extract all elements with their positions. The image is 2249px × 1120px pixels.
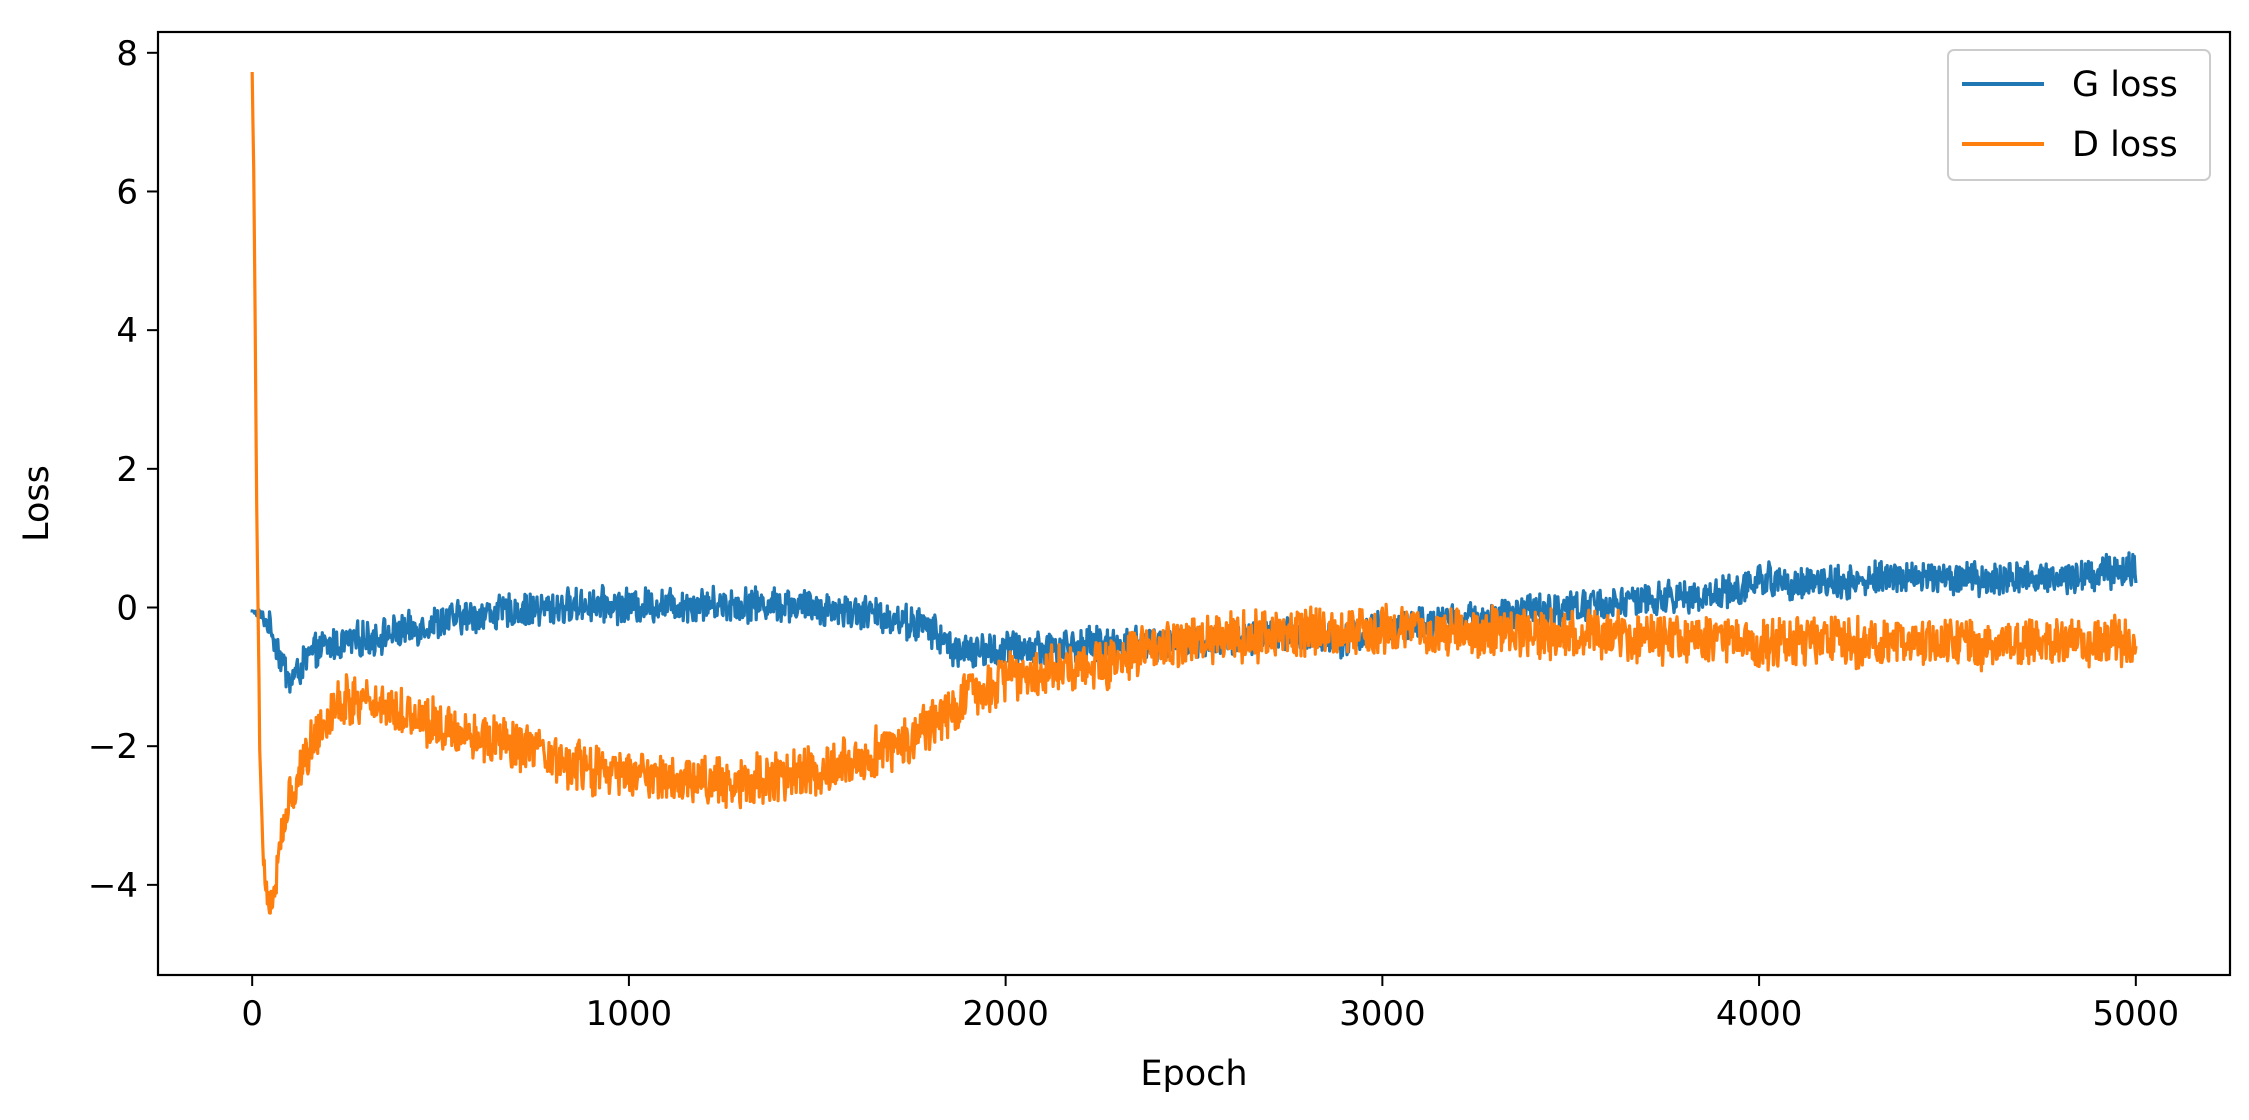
y-tick-label: 8	[116, 34, 138, 74]
y-tick-label: −4	[88, 866, 138, 906]
x-tick-label: 0	[241, 994, 263, 1034]
y-tick-label: 4	[116, 311, 138, 351]
x-axis-label: Epoch	[1140, 1054, 1247, 1094]
y-tick-label: 2	[116, 450, 138, 490]
legend: G loss D loss	[1947, 49, 2211, 181]
legend-label-g-loss: G loss	[2072, 65, 2178, 105]
y-tick-label: −2	[88, 727, 138, 767]
y-tick-label: 6	[116, 172, 138, 212]
series-layer	[250, 71, 2138, 915]
y-axis-label: Loss	[17, 465, 57, 542]
series-line-d-loss	[250, 71, 2138, 915]
axes-layer: 0 1000 2000 3000 4000 5000 −4 −2 0 2 4 6 8	[88, 30, 2232, 1034]
x-tick-label: 1000	[586, 994, 673, 1034]
x-tick-label: 4000	[1716, 994, 1803, 1034]
plot-frame	[156, 30, 2232, 977]
x-tick-label: 2000	[962, 994, 1049, 1034]
legend-label-d-loss: D loss	[2072, 125, 2178, 165]
x-tick-label: 5000	[2093, 994, 2180, 1034]
y-tick-label: 0	[116, 589, 138, 629]
x-tick-label: 3000	[1339, 994, 1426, 1034]
